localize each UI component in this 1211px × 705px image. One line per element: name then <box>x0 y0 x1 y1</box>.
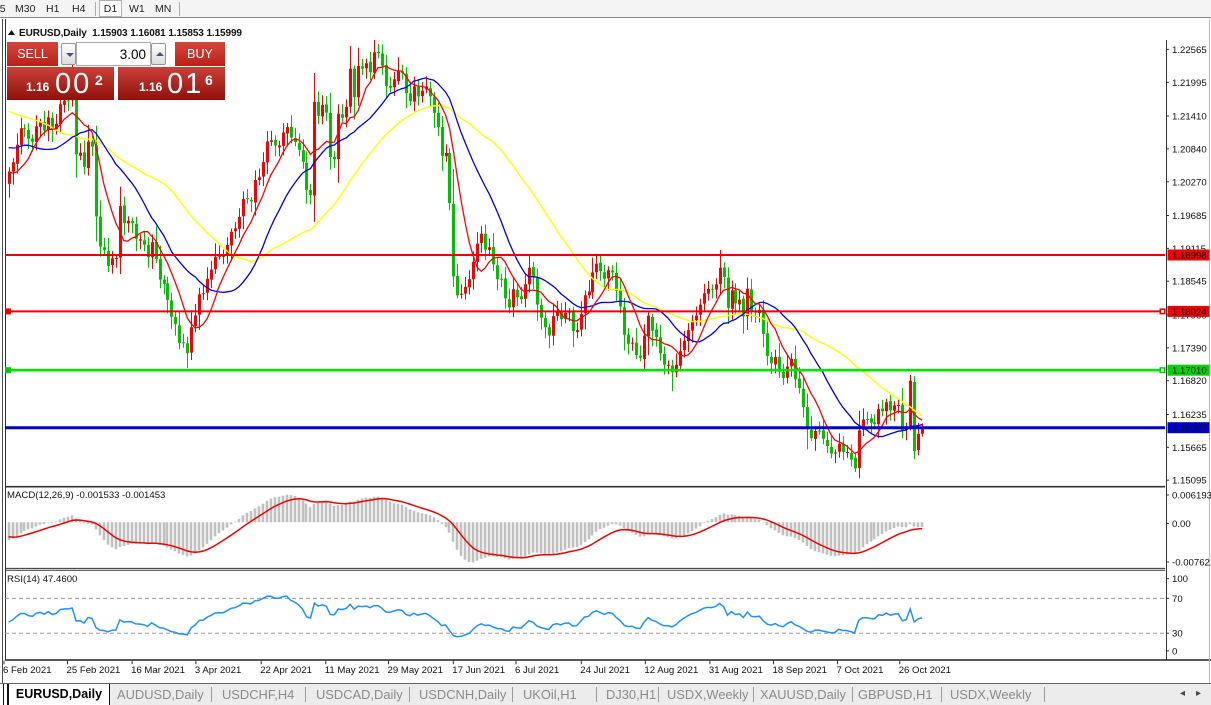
svg-text:18 Sep 2021: 18 Sep 2021 <box>773 665 827 676</box>
svg-text:RSI(14) 47.4600: RSI(14) 47.4600 <box>7 574 77 585</box>
svg-text:6 Jul 2021: 6 Jul 2021 <box>515 665 559 676</box>
svg-text:24 Jul 2021: 24 Jul 2021 <box>580 665 630 676</box>
svg-text:30: 30 <box>1172 629 1183 640</box>
svg-text:EURUSD,Daily 1.15903 1.16081: EURUSD,Daily 1.15903 1.16081 1.15853 1.1… <box>19 28 242 39</box>
svg-text:1.15665: 1.15665 <box>1172 443 1207 454</box>
svg-text:17 Jun 2021: 17 Jun 2021 <box>452 665 505 676</box>
svg-text:1.20270: 1.20270 <box>1172 177 1207 188</box>
svg-text:1.22565: 1.22565 <box>1172 45 1207 56</box>
svg-text:1.19115: 1.19115 <box>1172 244 1206 255</box>
svg-text:0.006193: 0.006193 <box>1172 491 1211 502</box>
svg-text:29 May 2021: 29 May 2021 <box>388 665 443 676</box>
svg-text:1.20840: 1.20840 <box>1172 144 1207 155</box>
svg-text:22 Apr 2021: 22 Apr 2021 <box>260 665 312 676</box>
svg-text:0: 0 <box>1172 646 1177 657</box>
svg-text:1.19685: 1.19685 <box>1172 211 1207 222</box>
svg-text:1.17010: 1.17010 <box>1172 366 1207 377</box>
svg-text:100: 100 <box>1172 574 1188 585</box>
svg-text:26 Oct 2021: 26 Oct 2021 <box>899 665 951 676</box>
svg-text:1.18545: 1.18545 <box>1172 277 1207 288</box>
svg-text:1.16820: 1.16820 <box>1172 376 1207 387</box>
svg-text:1.21410: 1.21410 <box>1172 112 1207 123</box>
svg-text:-0.007621: -0.007621 <box>1172 558 1211 569</box>
svg-text:1.18998: 1.18998 <box>1172 251 1207 262</box>
svg-text:1.18024: 1.18024 <box>1172 307 1207 318</box>
svg-text:MACD(12,26,9) -0.001533 -0.001: MACD(12,26,9) -0.001533 -0.001453 <box>7 490 165 501</box>
svg-text:12 Aug 2021: 12 Aug 2021 <box>644 665 698 676</box>
svg-text:1.16007: 1.16007 <box>1172 423 1207 434</box>
svg-text:31 Aug 2021: 31 Aug 2021 <box>709 665 763 676</box>
svg-text:11 May 2021: 11 May 2021 <box>325 665 380 676</box>
svg-text:7 Oct 2021: 7 Oct 2021 <box>837 665 884 676</box>
svg-text:1.17390: 1.17390 <box>1172 343 1207 354</box>
svg-text:0.00: 0.00 <box>1172 519 1191 530</box>
svg-text:1.16235: 1.16235 <box>1172 410 1207 421</box>
svg-text:1.15095: 1.15095 <box>1172 476 1207 487</box>
svg-text:25 Feb 2021: 25 Feb 2021 <box>67 665 121 676</box>
svg-text:16 Mar 2021: 16 Mar 2021 <box>131 665 185 676</box>
svg-text:1.21995: 1.21995 <box>1172 78 1207 89</box>
svg-text:6 Feb 2021: 6 Feb 2021 <box>3 665 52 676</box>
svg-text:3 Apr 2021: 3 Apr 2021 <box>195 665 241 676</box>
svg-text:70: 70 <box>1172 594 1183 605</box>
